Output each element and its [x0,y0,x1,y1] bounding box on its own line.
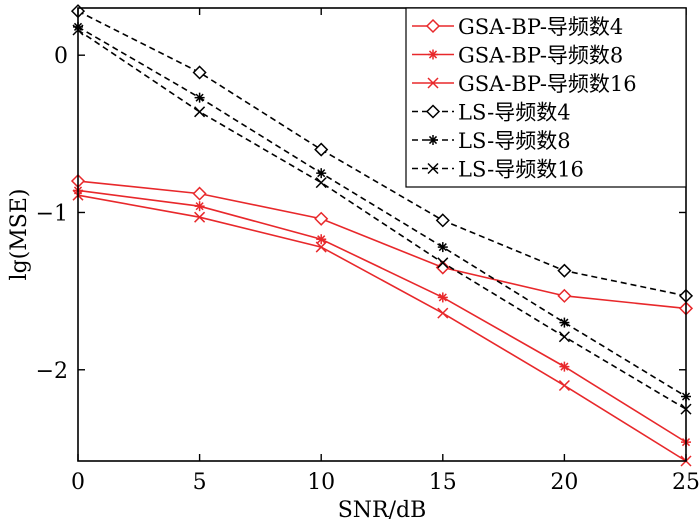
data-point-marker [558,379,570,392]
data-point-marker [559,317,570,328]
legend-entry: LS-导频数8 [412,129,571,153]
series-line-5 [77,26,687,398]
legend-marker [425,18,441,34]
legend-box [405,7,687,188]
x-tick-label: 15 [429,470,457,495]
data-point-marker [192,186,207,201]
data-point-marker [558,331,570,343]
y-tick-labels: 0 −1 −2 [36,44,68,384]
data-point-marker [437,292,448,303]
data-point-marker [435,213,450,228]
legend-marker [425,104,441,119]
legend-marker [428,49,438,60]
data-point-marker [316,168,327,179]
data-point-marker [314,211,329,226]
y-tick-label: −1 [36,201,68,226]
data-point-marker [437,257,449,269]
y-axis-label: lg(MSE) [7,189,32,281]
data-point-marker [559,361,570,372]
data-point-marker [315,177,327,189]
legend-label: LS-导频数8 [458,129,571,153]
data-point-marker [194,211,206,223]
data-point-marker [557,288,572,303]
x-tick-label: 25 [672,470,700,495]
data-point-marker [437,307,449,319]
data-point-marker [194,201,205,212]
legend-label: GSA-BP-导频数16 [458,72,637,96]
data-point-marker [557,263,572,278]
data-point-marker [316,234,327,245]
data-point-marker [192,65,207,80]
data-point-marker [315,241,327,253]
data-point-marker [435,260,450,275]
legend-label: GSA-BP-导频数8 [458,44,623,68]
legend: GSA-BP-导频数4 GSA-BP-导频数8 GSA-BP-导频数16 LS-导频数… [405,7,687,188]
legend-label: GSA-BP-导频数4 [458,15,623,39]
legend-entry: GSA-BP-导频数16 [412,72,637,96]
x-tick-label: 0 [71,470,85,495]
legend-entry: GSA-BP-导频数4 [412,15,623,39]
legend-entry: LS-导频数16 [412,158,584,182]
legend-marker [427,162,439,175]
data-point-marker [194,92,205,103]
legend-marker [428,135,438,145]
data-point-marker [437,242,448,253]
x-tick-label: 20 [550,470,578,495]
data-point-marker [314,142,329,157]
x-tick-label: 10 [307,470,335,495]
series-lines [77,10,687,462]
legend-label: LS-导频数16 [458,158,584,182]
plot-frame [77,7,687,462]
series-line-3 [77,194,687,462]
series-line-4 [77,10,687,297]
legend-label: LS-导频数4 [458,101,571,125]
data-point-marker [194,106,206,118]
y-tick-label: −2 [36,359,68,384]
series-line-2 [77,189,687,443]
legend-entry: GSA-BP-导频数8 [412,44,623,68]
series-line-6 [77,29,687,410]
x-tick-labels: 0 5 10 15 20 25 [71,470,700,495]
y-tick-label: 0 [54,44,68,69]
x-axis-label: SNR/dB [338,498,427,523]
series-line-1 [77,180,687,310]
x-tick-label: 5 [193,470,207,495]
legend-entry: LS-导频数4 [412,101,571,125]
legend-marker [427,77,439,89]
